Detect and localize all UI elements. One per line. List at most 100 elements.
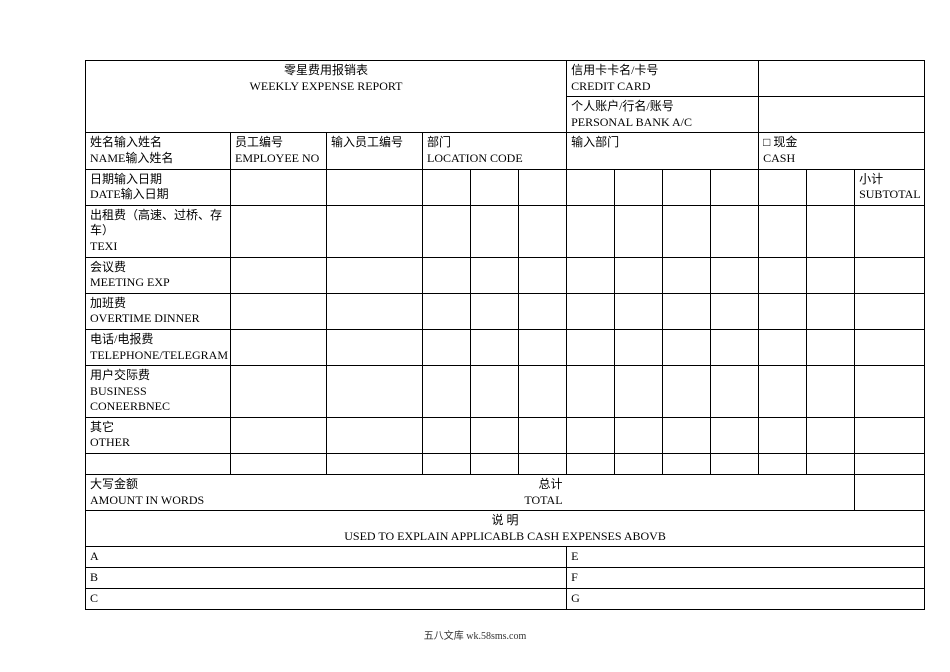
total-blank[interactable]	[567, 475, 855, 511]
cell[interactable]	[615, 366, 663, 418]
cell[interactable]	[231, 417, 327, 453]
cell[interactable]	[423, 417, 471, 453]
date-col-1[interactable]	[231, 169, 327, 205]
cell[interactable]	[663, 257, 711, 293]
cell[interactable]	[711, 417, 759, 453]
cell[interactable]	[807, 417, 855, 453]
cell[interactable]	[807, 293, 855, 329]
cell[interactable]	[423, 329, 471, 365]
cell[interactable]	[855, 454, 925, 475]
cell[interactable]	[231, 329, 327, 365]
exp-a[interactable]: A	[86, 547, 567, 568]
cell[interactable]	[615, 329, 663, 365]
cell[interactable]	[759, 366, 807, 418]
date-col-9[interactable]	[711, 169, 759, 205]
cell[interactable]	[423, 205, 471, 257]
cell[interactable]	[471, 366, 519, 418]
dept-input[interactable]: 输入部门	[567, 133, 759, 169]
cell[interactable]	[519, 366, 567, 418]
cell[interactable]	[567, 329, 615, 365]
cell[interactable]	[567, 454, 615, 475]
date-col-5[interactable]	[519, 169, 567, 205]
cell[interactable]	[231, 366, 327, 418]
cell[interactable]	[519, 454, 567, 475]
cell[interactable]	[471, 417, 519, 453]
cell[interactable]	[471, 293, 519, 329]
cell[interactable]	[471, 454, 519, 475]
exp-f[interactable]: F	[567, 568, 925, 589]
cell[interactable]	[423, 257, 471, 293]
cell[interactable]	[855, 205, 925, 257]
cell[interactable]	[615, 257, 663, 293]
cell[interactable]	[759, 329, 807, 365]
cell[interactable]	[231, 257, 327, 293]
cell[interactable]	[759, 454, 807, 475]
row-blank-label[interactable]	[86, 454, 231, 475]
cell[interactable]	[567, 205, 615, 257]
cell[interactable]	[327, 329, 423, 365]
date-col-2[interactable]	[327, 169, 423, 205]
cell[interactable]	[807, 454, 855, 475]
cell[interactable]	[663, 366, 711, 418]
cell[interactable]	[855, 366, 925, 418]
total-value[interactable]	[855, 475, 925, 511]
cell[interactable]	[855, 293, 925, 329]
credit-card-value[interactable]	[759, 61, 925, 97]
personal-bank-value[interactable]	[759, 97, 925, 133]
cell[interactable]	[231, 454, 327, 475]
cell[interactable]	[855, 329, 925, 365]
cell[interactable]	[807, 257, 855, 293]
cell[interactable]	[423, 293, 471, 329]
cell[interactable]	[471, 205, 519, 257]
cell[interactable]	[807, 205, 855, 257]
cell[interactable]	[327, 293, 423, 329]
cell[interactable]	[567, 366, 615, 418]
cell[interactable]	[663, 205, 711, 257]
cell[interactable]	[855, 257, 925, 293]
cell[interactable]	[711, 454, 759, 475]
cell[interactable]	[519, 329, 567, 365]
cell[interactable]	[423, 366, 471, 418]
cell[interactable]	[519, 417, 567, 453]
cell[interactable]	[519, 205, 567, 257]
cell[interactable]	[327, 257, 423, 293]
cell[interactable]	[711, 205, 759, 257]
cell[interactable]	[327, 205, 423, 257]
cell[interactable]	[567, 257, 615, 293]
date-col-4[interactable]	[471, 169, 519, 205]
date-col-10[interactable]	[759, 169, 807, 205]
date-col-11[interactable]	[807, 169, 855, 205]
cell[interactable]	[231, 205, 327, 257]
cell[interactable]	[615, 293, 663, 329]
cell[interactable]	[327, 454, 423, 475]
date-col-8[interactable]	[663, 169, 711, 205]
cell[interactable]	[567, 417, 615, 453]
cell[interactable]	[663, 329, 711, 365]
cell[interactable]	[711, 257, 759, 293]
cell[interactable]	[855, 417, 925, 453]
cell[interactable]	[471, 329, 519, 365]
cell[interactable]	[711, 329, 759, 365]
cell[interactable]	[663, 454, 711, 475]
cell[interactable]	[663, 417, 711, 453]
cell[interactable]	[519, 257, 567, 293]
empno-input[interactable]: 输入员工编号	[327, 133, 423, 169]
cell[interactable]	[471, 257, 519, 293]
date-col-6[interactable]	[567, 169, 615, 205]
exp-b[interactable]: B	[86, 568, 567, 589]
cell[interactable]	[519, 293, 567, 329]
cell[interactable]	[615, 205, 663, 257]
cell[interactable]	[423, 454, 471, 475]
cell[interactable]	[327, 417, 423, 453]
cell[interactable]	[663, 293, 711, 329]
cell[interactable]	[615, 454, 663, 475]
cell[interactable]	[759, 257, 807, 293]
cell[interactable]	[615, 417, 663, 453]
exp-c[interactable]: C	[86, 589, 567, 610]
exp-g[interactable]: G	[567, 589, 925, 610]
cell[interactable]	[807, 329, 855, 365]
cell[interactable]	[567, 293, 615, 329]
cell[interactable]	[327, 366, 423, 418]
date-col-7[interactable]	[615, 169, 663, 205]
cell[interactable]	[807, 366, 855, 418]
